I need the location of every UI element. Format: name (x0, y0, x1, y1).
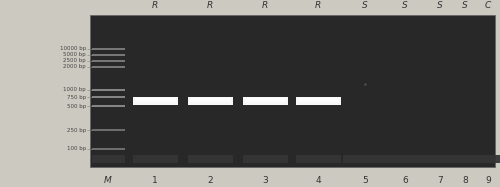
Text: 2000 bp: 2000 bp (63, 64, 86, 69)
Text: 6: 6 (402, 176, 408, 185)
Bar (442, 155, 488, 163)
Bar (242, 155, 288, 163)
Text: S: S (362, 1, 368, 10)
Text: S: S (462, 1, 468, 10)
Bar (134, 98, 175, 102)
Bar (90, 16, 495, 167)
Bar (382, 155, 428, 163)
Bar (188, 155, 232, 163)
Bar (92, 48, 125, 50)
Bar (242, 97, 288, 105)
Text: 500 bp: 500 bp (67, 104, 86, 109)
Text: 100 bp: 100 bp (67, 146, 86, 151)
Text: 2: 2 (207, 176, 213, 185)
Text: C: C (485, 1, 491, 10)
Bar (92, 155, 125, 163)
Text: M: M (104, 176, 112, 185)
Bar (298, 98, 339, 102)
Text: 5: 5 (362, 176, 368, 185)
Text: 5000 bp: 5000 bp (63, 52, 86, 57)
Text: 750 bp: 750 bp (67, 95, 86, 100)
Text: 10000 bp: 10000 bp (60, 46, 86, 51)
Text: 1: 1 (152, 176, 158, 185)
Bar (92, 105, 125, 107)
Text: 2500 bp: 2500 bp (63, 58, 86, 63)
Text: R: R (152, 1, 158, 10)
Bar (244, 98, 286, 102)
Text: 9: 9 (485, 176, 491, 185)
Bar (418, 155, 463, 163)
Text: 8: 8 (462, 176, 468, 185)
Bar (92, 54, 125, 56)
Text: R: R (207, 1, 213, 10)
Bar (342, 155, 388, 163)
Bar (296, 155, 341, 163)
Bar (92, 148, 125, 150)
Bar (92, 96, 125, 98)
Bar (190, 98, 230, 102)
Bar (92, 66, 125, 68)
Bar (92, 60, 125, 62)
Text: R: R (315, 1, 321, 10)
Bar (296, 97, 341, 105)
Text: 3: 3 (262, 176, 268, 185)
Text: 250 bp: 250 bp (67, 128, 86, 133)
Bar (132, 155, 178, 163)
Bar (188, 97, 232, 105)
Bar (92, 129, 125, 131)
Text: S: S (437, 1, 443, 10)
Text: 4: 4 (315, 176, 321, 185)
Bar (466, 155, 500, 163)
Text: R: R (262, 1, 268, 10)
Text: 7: 7 (437, 176, 443, 185)
Text: S: S (402, 1, 408, 10)
Bar (92, 89, 125, 91)
Text: 1000 bp: 1000 bp (63, 87, 86, 92)
Bar (132, 97, 178, 105)
